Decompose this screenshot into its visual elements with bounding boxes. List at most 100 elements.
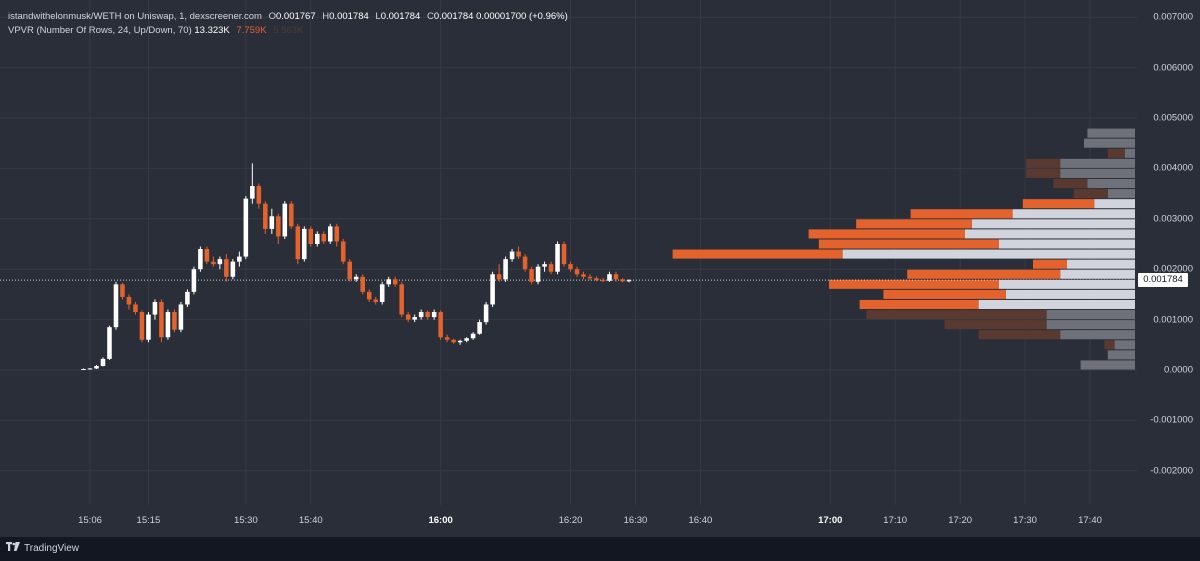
candle-down: [308, 228, 314, 244]
candle-down: [451, 339, 456, 343]
candle-up: [412, 317, 417, 320]
volume-profile-up-bar: [856, 219, 972, 229]
candle-down: [613, 274, 619, 280]
volume-profile-up-bar: [808, 229, 965, 239]
candle-up: [107, 327, 112, 359]
candle-up: [327, 226, 333, 242]
volume-profile-down-bar: [999, 239, 1135, 249]
volume-profile-down-bar: [1060, 168, 1135, 178]
plot-area[interactable]: [0, 0, 1137, 505]
tradingview-brand: TradingView: [24, 542, 80, 554]
volume-profile-down-bar: [1060, 269, 1135, 279]
candle-up: [100, 358, 106, 366]
candle-up: [113, 284, 119, 328]
price-axis-label: 0.007000: [1153, 11, 1193, 23]
candle-up: [477, 322, 482, 334]
candle-down: [399, 284, 404, 315]
candle-up: [237, 256, 242, 262]
candle-down: [529, 269, 534, 282]
volume-profile-up-bar: [883, 289, 1006, 299]
candle-up: [542, 264, 547, 267]
candle-down: [295, 226, 301, 260]
candle-up: [191, 269, 197, 292]
price-axis[interactable]: 0.007000 0.006000 0.005000 0.004000 0.003000…: [1137, 0, 1200, 505]
time-axis-label: 16:40: [688, 515, 713, 526]
tradingview-logo[interactable]: TradingView: [6, 542, 79, 554]
candle-down: [366, 291, 372, 300]
candle-down: [594, 278, 599, 281]
candle-up: [81, 368, 86, 370]
candle-up: [178, 304, 184, 330]
candle-up: [490, 274, 495, 305]
volume-profile-up-bar: [907, 269, 1061, 279]
volume-profile-up-bar: [978, 330, 1061, 340]
current-price-tag: 0.001784: [1138, 273, 1188, 288]
candle-down: [392, 279, 398, 285]
ohlc-low-key: L: [375, 11, 381, 22]
candle-down: [321, 233, 327, 242]
candle-down: [373, 299, 378, 302]
price-axis-label: 0.005000: [1153, 112, 1193, 124]
volume-profile-up-bar: [672, 249, 843, 259]
plot-svg[interactable]: [0, 0, 1137, 505]
candle-up: [503, 259, 508, 280]
price-axis-label: 0.006000: [1153, 62, 1193, 74]
candle-up: [626, 280, 632, 282]
ohlc-low-value: 0.001784: [380, 11, 421, 22]
candle-up: [217, 259, 223, 265]
candle-up: [483, 304, 489, 323]
volume-profile-down-bar: [1080, 360, 1135, 370]
time-axis-label: 15:15: [136, 515, 161, 526]
candle-up: [87, 368, 93, 370]
time-axis-label: 16:20: [558, 515, 583, 526]
candle-up: [418, 312, 424, 318]
time-axis-label: 15:06: [78, 515, 102, 526]
candle-down: [425, 312, 430, 318]
candle-down: [444, 337, 450, 340]
candle-up: [535, 266, 541, 282]
candle-down: [172, 312, 177, 330]
candle-down: [133, 304, 138, 313]
candle-up: [282, 203, 288, 237]
candle-down: [438, 312, 443, 338]
volume-profile-up-bar: [1053, 178, 1088, 189]
volume-profile-down-bar: [1060, 330, 1135, 340]
indicator-vol-up: 7.759K: [236, 25, 267, 36]
price-change: 0.00001700 (+0.96%): [476, 11, 568, 22]
price-axis-label: 0.003000: [1153, 213, 1193, 225]
candle-down: [587, 276, 593, 279]
volume-profile-up-bar: [866, 310, 1047, 320]
ohlc-open-key: O: [268, 11, 276, 22]
volume-profile-down-bar: [1005, 289, 1135, 299]
candle-up: [302, 228, 307, 260]
candle-up: [230, 261, 236, 277]
candle-down: [340, 241, 346, 262]
price-axis-label: 0.001000: [1153, 314, 1193, 326]
candle-down: [159, 301, 164, 338]
tradingview-logo-icon: [6, 542, 20, 554]
footer: TradingView: [0, 537, 1200, 561]
price-axis-label: 0.004000: [1153, 162, 1193, 174]
ohlc-high-key: H: [322, 11, 330, 22]
symbol-title[interactable]: istandwithelonmusk/WETH on Uniswap, 1, d…: [8, 11, 262, 22]
candle-up: [315, 233, 320, 244]
candle-up: [431, 312, 437, 318]
candle-down: [289, 203, 294, 227]
volume-profile-down-bar: [1094, 199, 1135, 209]
candle-down: [516, 251, 521, 257]
volume-profile-up-bar: [1073, 189, 1108, 199]
candle-down: [620, 279, 625, 282]
volume-profile-up-bar: [1107, 148, 1125, 158]
time-axis-label: 17:00: [818, 515, 843, 526]
time-axis[interactable]: 15:06 15:15 15:30 15:40 16:00 16:20 16:30 16:40…: [0, 505, 1200, 537]
candle-up: [607, 274, 612, 281]
volume-profile-up-bar: [1022, 199, 1095, 209]
time-axis-label: 16:00: [428, 515, 453, 526]
time-axis-label: 17:40: [1078, 515, 1102, 526]
volume-profile-up-bar: [910, 209, 1013, 219]
candle-down: [347, 261, 353, 280]
candle-down: [574, 269, 580, 275]
volume-profile-up-bar: [1033, 259, 1067, 269]
indicator-title[interactable]: VPVR (Number Of Rows, 24, Up/Down, 70): [8, 25, 192, 36]
